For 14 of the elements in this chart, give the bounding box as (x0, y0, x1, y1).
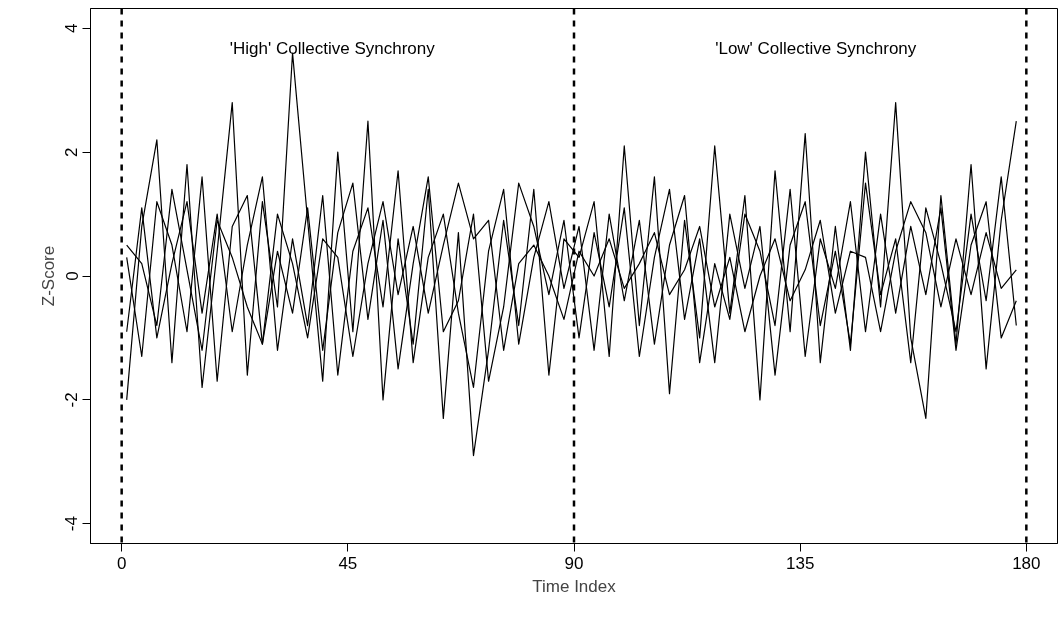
annotation: 'High' Collective Synchrony (229, 39, 436, 59)
y-tick-label: 4 (62, 23, 82, 34)
x-tick-label: 180 (1012, 553, 1041, 573)
y-axis-title: Z-Score (38, 245, 58, 307)
y-tick-label: -4 (62, 516, 82, 532)
y-tick-label: 0 (62, 271, 82, 281)
x-axis-title: Time Index (532, 576, 617, 596)
y-tick-label: -2 (62, 392, 82, 408)
x-tick-label: 135 (785, 553, 815, 573)
y-tick-label: 2 (62, 147, 82, 157)
annotation: 'Low' Collective Synchrony (715, 39, 917, 59)
x-tick-label: 45 (338, 553, 358, 573)
x-tick-label: 0 (116, 553, 127, 573)
x-tick-label: 90 (564, 553, 584, 573)
